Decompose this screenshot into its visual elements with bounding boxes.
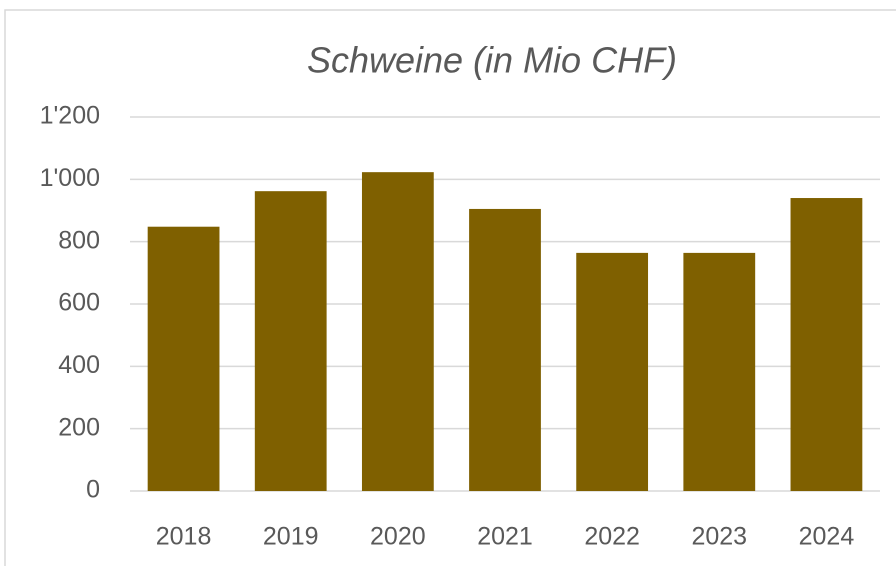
bar bbox=[147, 226, 220, 491]
chart-frame bbox=[4, 9, 896, 566]
x-tick-label: 2023 bbox=[691, 523, 747, 551]
x-tick-label: 2024 bbox=[799, 523, 855, 551]
y-tick-label: 1'000 bbox=[40, 164, 100, 192]
y-tick-label: 800 bbox=[58, 226, 100, 254]
x-tick-label: 2021 bbox=[477, 523, 533, 551]
y-tick-label: 0 bbox=[86, 476, 100, 504]
bar bbox=[469, 208, 541, 492]
bar bbox=[576, 252, 649, 491]
x-tick-label: 2018 bbox=[156, 523, 212, 551]
bar bbox=[790, 198, 863, 492]
x-tick-label: 2019 bbox=[263, 523, 319, 551]
y-tick-label: 400 bbox=[58, 351, 100, 379]
chart-title: Schweine (in Mio CHF) bbox=[307, 40, 677, 81]
y-tick-label: 200 bbox=[58, 413, 100, 441]
bar bbox=[683, 252, 756, 491]
x-tick-label: 2022 bbox=[584, 523, 640, 551]
bar bbox=[254, 191, 327, 491]
y-tick-label: 1'200 bbox=[40, 102, 100, 130]
x-tick-label: 2020 bbox=[370, 523, 426, 551]
y-tick-label: 600 bbox=[58, 289, 100, 317]
bar bbox=[361, 172, 434, 492]
